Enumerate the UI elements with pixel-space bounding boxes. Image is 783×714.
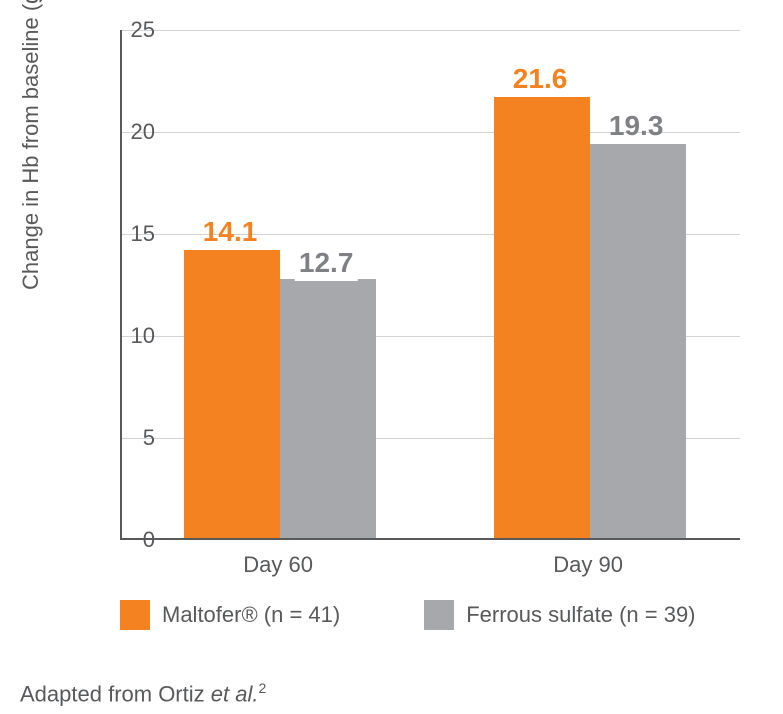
y-tick-label: 15 [115,221,155,247]
y-tick-label: 25 [115,17,155,43]
y-tick-label: 10 [115,323,155,349]
citation-sup: 2 [258,680,266,696]
legend-label-maltofer: Maltofer® (n = 41) [162,602,340,628]
x-tick-label: Day 60 [243,552,313,578]
bar [494,97,590,538]
plot-area [120,30,740,540]
x-tick-label: Day 90 [553,552,623,578]
legend-swatch-ferrous [424,600,454,630]
bar-value-label: 12.7 [295,245,358,281]
citation-italic: et al. [211,681,259,706]
bar-value-label: 21.6 [513,63,568,95]
y-tick-label: 0 [115,527,155,553]
chart-container: Change in Hb from baseline (g/L) Maltofe… [0,0,783,714]
bar [184,250,280,538]
bar [590,144,686,538]
y-axis-label: Change in Hb from baseline (g/L) [18,0,44,290]
legend-swatch-maltofer [120,600,150,630]
bar [280,279,376,538]
gridline [122,30,740,31]
citation-prefix: Adapted from Ortiz [20,681,211,706]
y-tick-label: 5 [115,425,155,451]
citation: Adapted from Ortiz et al.2 [20,680,266,707]
bar-value-label: 14.1 [203,216,258,248]
y-tick-label: 20 [115,119,155,145]
legend: Maltofer® (n = 41) Ferrous sulfate (n = … [120,600,740,630]
legend-label-ferrous: Ferrous sulfate (n = 39) [466,602,695,628]
bar-value-label: 19.3 [609,110,664,142]
